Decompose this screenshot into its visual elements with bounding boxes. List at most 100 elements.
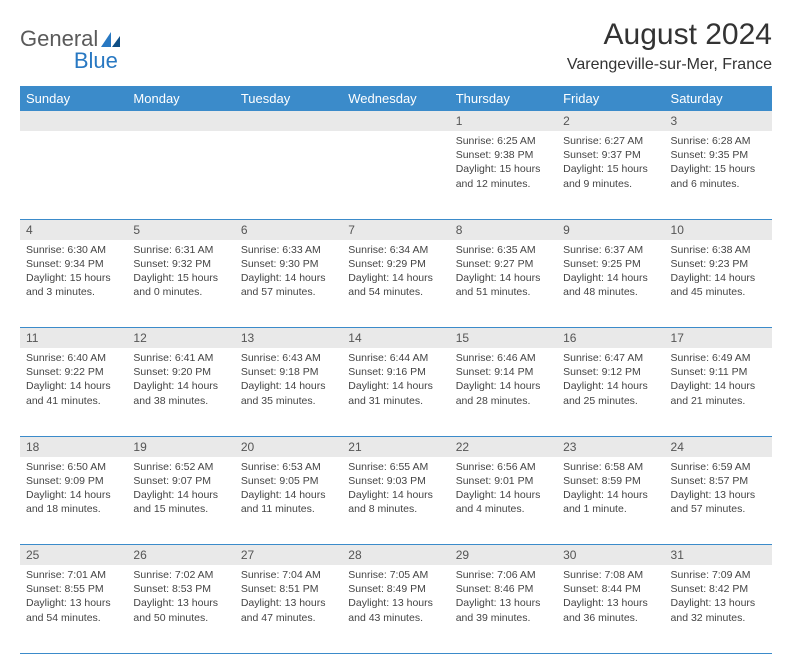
sunrise-text: Sunrise: 7:02 AM [133, 568, 228, 582]
logo-text-blue: Blue [74, 48, 118, 74]
day-cell: Sunrise: 6:31 AMSunset: 9:32 PMDaylight:… [127, 240, 234, 328]
weekday-header: Friday [557, 86, 664, 111]
sunset-text: Sunset: 8:44 PM [563, 582, 658, 596]
day-details: Sunrise: 6:41 AMSunset: 9:20 PMDaylight:… [127, 348, 234, 414]
daynum-row: 25262728293031 [20, 545, 772, 566]
day-cell: Sunrise: 6:37 AMSunset: 9:25 PMDaylight:… [557, 240, 664, 328]
day-number: 15 [450, 328, 557, 348]
sunrise-text: Sunrise: 7:06 AM [456, 568, 551, 582]
day-cell: Sunrise: 6:55 AMSunset: 9:03 PMDaylight:… [342, 457, 449, 545]
sunrise-text: Sunrise: 7:09 AM [671, 568, 766, 582]
day-cell: Sunrise: 6:27 AMSunset: 9:37 PMDaylight:… [557, 131, 664, 219]
calendar-body: 123Sunrise: 6:25 AMSunset: 9:38 PMDaylig… [20, 111, 772, 653]
day-details: Sunrise: 7:02 AMSunset: 8:53 PMDaylight:… [127, 565, 234, 631]
daylight-text: Daylight: 13 hours and 32 minutes. [671, 596, 766, 624]
sunset-text: Sunset: 8:55 PM [26, 582, 121, 596]
day-number: 10 [665, 220, 772, 240]
day-details: Sunrise: 7:06 AMSunset: 8:46 PMDaylight:… [450, 565, 557, 631]
day-number: 22 [450, 437, 557, 457]
day-number: 20 [235, 437, 342, 457]
day-cell [342, 131, 449, 219]
daylight-text: Daylight: 14 hours and 48 minutes. [563, 271, 658, 299]
day-cell: Sunrise: 7:04 AMSunset: 8:51 PMDaylight:… [235, 565, 342, 653]
week-row: Sunrise: 6:25 AMSunset: 9:38 PMDaylight:… [20, 131, 772, 219]
sunrise-text: Sunrise: 7:08 AM [563, 568, 658, 582]
sunset-text: Sunset: 8:46 PM [456, 582, 551, 596]
daylight-text: Daylight: 14 hours and 15 minutes. [133, 488, 228, 516]
daylight-text: Daylight: 14 hours and 41 minutes. [26, 379, 121, 407]
sunset-text: Sunset: 9:23 PM [671, 257, 766, 271]
weekday-header-row: SundayMondayTuesdayWednesdayThursdayFrid… [20, 86, 772, 111]
day-cell: Sunrise: 6:50 AMSunset: 9:09 PMDaylight:… [20, 457, 127, 545]
day-details: Sunrise: 6:44 AMSunset: 9:16 PMDaylight:… [342, 348, 449, 414]
daylight-text: Daylight: 14 hours and 45 minutes. [671, 271, 766, 299]
day-cell: Sunrise: 7:09 AMSunset: 8:42 PMDaylight:… [665, 565, 772, 653]
day-number [235, 111, 342, 131]
day-cell: Sunrise: 6:47 AMSunset: 9:12 PMDaylight:… [557, 348, 664, 436]
weekday-header: Tuesday [235, 86, 342, 111]
sunrise-text: Sunrise: 6:52 AM [133, 460, 228, 474]
sunset-text: Sunset: 9:30 PM [241, 257, 336, 271]
weekday-header: Wednesday [342, 86, 449, 111]
sunset-text: Sunset: 9:12 PM [563, 365, 658, 379]
sunrise-text: Sunrise: 6:31 AM [133, 243, 228, 257]
daynum-row: 45678910 [20, 219, 772, 240]
day-details: Sunrise: 7:01 AMSunset: 8:55 PMDaylight:… [20, 565, 127, 631]
day-cell [127, 131, 234, 219]
day-details: Sunrise: 6:52 AMSunset: 9:07 PMDaylight:… [127, 457, 234, 523]
day-number: 12 [127, 328, 234, 348]
day-number: 23 [557, 437, 664, 457]
sunset-text: Sunset: 9:27 PM [456, 257, 551, 271]
sunset-text: Sunset: 8:51 PM [241, 582, 336, 596]
sunrise-text: Sunrise: 6:25 AM [456, 134, 551, 148]
day-number: 13 [235, 328, 342, 348]
day-number: 25 [20, 545, 127, 565]
header: General Gene Blue August 2024 Varengevil… [20, 18, 772, 74]
day-number: 9 [557, 220, 664, 240]
day-details: Sunrise: 6:33 AMSunset: 9:30 PMDaylight:… [235, 240, 342, 306]
day-cell: Sunrise: 6:49 AMSunset: 9:11 PMDaylight:… [665, 348, 772, 436]
day-cell: Sunrise: 6:38 AMSunset: 9:23 PMDaylight:… [665, 240, 772, 328]
day-cell: Sunrise: 7:01 AMSunset: 8:55 PMDaylight:… [20, 565, 127, 653]
daylight-text: Daylight: 14 hours and 25 minutes. [563, 379, 658, 407]
daylight-text: Daylight: 15 hours and 3 minutes. [26, 271, 121, 299]
sunset-text: Sunset: 9:35 PM [671, 148, 766, 162]
daylight-text: Daylight: 13 hours and 39 minutes. [456, 596, 551, 624]
sunrise-text: Sunrise: 7:01 AM [26, 568, 121, 582]
day-details: Sunrise: 6:34 AMSunset: 9:29 PMDaylight:… [342, 240, 449, 306]
calendar-table: SundayMondayTuesdayWednesdayThursdayFrid… [20, 86, 772, 654]
sunrise-text: Sunrise: 6:37 AM [563, 243, 658, 257]
day-cell: Sunrise: 6:43 AMSunset: 9:18 PMDaylight:… [235, 348, 342, 436]
sunset-text: Sunset: 9:11 PM [671, 365, 766, 379]
day-details: Sunrise: 6:25 AMSunset: 9:38 PMDaylight:… [450, 131, 557, 197]
daynum-row: 123 [20, 111, 772, 131]
daylight-text: Daylight: 14 hours and 8 minutes. [348, 488, 443, 516]
day-cell: Sunrise: 7:06 AMSunset: 8:46 PMDaylight:… [450, 565, 557, 653]
day-details: Sunrise: 6:50 AMSunset: 9:09 PMDaylight:… [20, 457, 127, 523]
day-details: Sunrise: 6:49 AMSunset: 9:11 PMDaylight:… [665, 348, 772, 414]
day-number: 3 [665, 111, 772, 131]
day-details: Sunrise: 6:46 AMSunset: 9:14 PMDaylight:… [450, 348, 557, 414]
daylight-text: Daylight: 15 hours and 9 minutes. [563, 162, 658, 190]
day-cell: Sunrise: 6:41 AMSunset: 9:20 PMDaylight:… [127, 348, 234, 436]
day-details: Sunrise: 6:58 AMSunset: 8:59 PMDaylight:… [557, 457, 664, 523]
day-cell: Sunrise: 6:28 AMSunset: 9:35 PMDaylight:… [665, 131, 772, 219]
day-number: 24 [665, 437, 772, 457]
day-cell: Sunrise: 6:59 AMSunset: 8:57 PMDaylight:… [665, 457, 772, 545]
day-cell: Sunrise: 6:30 AMSunset: 9:34 PMDaylight:… [20, 240, 127, 328]
sunrise-text: Sunrise: 6:47 AM [563, 351, 658, 365]
sunset-text: Sunset: 9:09 PM [26, 474, 121, 488]
day-number: 29 [450, 545, 557, 565]
sunset-text: Sunset: 8:49 PM [348, 582, 443, 596]
day-cell: Sunrise: 7:05 AMSunset: 8:49 PMDaylight:… [342, 565, 449, 653]
daylight-text: Daylight: 15 hours and 6 minutes. [671, 162, 766, 190]
sunrise-text: Sunrise: 6:55 AM [348, 460, 443, 474]
day-number: 6 [235, 220, 342, 240]
daynum-row: 18192021222324 [20, 436, 772, 457]
day-number: 5 [127, 220, 234, 240]
sunset-text: Sunset: 9:07 PM [133, 474, 228, 488]
daylight-text: Daylight: 13 hours and 36 minutes. [563, 596, 658, 624]
day-number [127, 111, 234, 131]
daylight-text: Daylight: 14 hours and 1 minute. [563, 488, 658, 516]
day-number: 28 [342, 545, 449, 565]
